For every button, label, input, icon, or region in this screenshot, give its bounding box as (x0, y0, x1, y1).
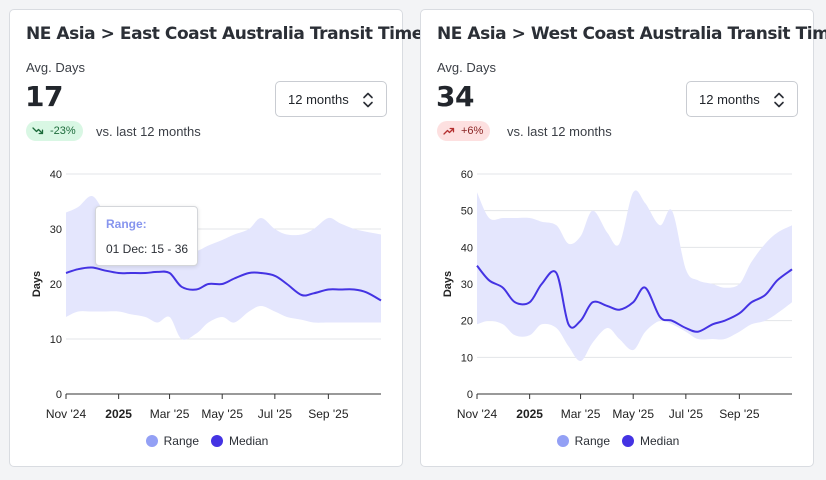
metric-value: 34 (436, 80, 474, 113)
y-tick-label: 10 (461, 352, 473, 364)
y-tick-label: 10 (50, 334, 62, 346)
legend-item-range[interactable]: Range (145, 434, 199, 448)
period-select[interactable]: 12 months (686, 81, 798, 117)
x-tick-label: 2025 (105, 407, 132, 421)
change-badge: -23% (26, 121, 83, 141)
legend-item-median[interactable]: Median (622, 434, 679, 448)
chevron-up-down-icon (363, 92, 373, 108)
legend-range-label: Range (163, 434, 199, 448)
y-tick-label: 30 (461, 279, 473, 291)
x-tick-label: Mar '25 (150, 407, 190, 421)
change-value: +6% (461, 125, 484, 137)
legend-range-swatch (556, 435, 569, 447)
change-value: -23% (50, 125, 76, 137)
y-tick-label: 20 (461, 316, 473, 328)
x-tick-label: Jul '25 (669, 407, 704, 421)
period-select-value: 12 months (288, 92, 349, 107)
x-tick-label: Mar '25 (561, 407, 601, 421)
card-title: NE Asia > West Coast Australia Transit T… (437, 24, 826, 44)
y-axis-label: Days (31, 271, 43, 297)
change-badge: +6% (437, 121, 491, 141)
tooltip-title: Range: (106, 217, 147, 231)
y-tick-label: 0 (56, 389, 62, 401)
x-tick-label: Sep '25 (308, 407, 349, 421)
y-axis-label: Days (442, 271, 454, 297)
y-tick-label: 30 (50, 224, 62, 236)
metric-value: 17 (25, 80, 63, 113)
legend-range-label: Range (574, 434, 610, 448)
y-tick-label: 50 (461, 206, 473, 218)
trend-down-icon (32, 127, 44, 135)
transit-chart: 0 10 20 30 40 50 60 Nov '24 2025 Mar '25 May '25 Ju… (442, 169, 793, 421)
y-tick-label: 40 (50, 169, 62, 181)
x-tick-label: 2025 (516, 407, 543, 421)
x-tick-label: Nov '24 (457, 407, 498, 421)
period-select[interactable]: 12 months (275, 81, 387, 117)
trend-up-icon (443, 127, 455, 135)
chevron-up-down-icon (774, 92, 784, 108)
metric-label: Avg. Days (26, 60, 86, 75)
y-tick-label: 20 (50, 279, 62, 291)
x-tick-label: May '25 (201, 407, 243, 421)
legend-median-swatch (622, 435, 634, 447)
legend-range-swatch (145, 435, 158, 447)
period-select-value: 12 months (699, 92, 760, 107)
chart-tooltip: Range: 01 Dec: 15 - 36 (95, 206, 198, 266)
legend-median-label: Median (640, 434, 680, 448)
range-area[interactable] (477, 190, 792, 362)
east-coast-card: NE Asia > East Coast Australia Transit T… (9, 9, 433, 467)
y-tick-label: 40 (461, 242, 473, 254)
legend-median-label: Median (229, 434, 269, 448)
chart-legend: Range Median (10, 434, 404, 448)
tooltip-body: 01 Dec: 15 - 36 (106, 242, 189, 256)
median-line[interactable] (476, 265, 793, 333)
card-title: NE Asia > East Coast Australia Transit T… (26, 24, 433, 44)
x-tick-label: May '25 (612, 407, 654, 421)
median-line[interactable] (65, 266, 382, 302)
range-area[interactable] (66, 195, 381, 340)
west-coast-card: NE Asia > West Coast Australia Transit T… (420, 9, 826, 467)
legend-item-median[interactable]: Median (211, 434, 268, 448)
chart-legend: Range Median (421, 434, 815, 448)
x-tick-label: Sep '25 (719, 407, 760, 421)
y-tick-label: 0 (467, 389, 473, 401)
x-tick-label: Jul '25 (258, 407, 293, 421)
transit-chart: 0 10 20 30 40 Nov '24 2025 Mar '25 May '25 Jul '2… (31, 169, 382, 421)
comparison-label: vs. last 12 months (507, 124, 612, 139)
x-tick-label: Nov '24 (46, 407, 87, 421)
legend-median-swatch (211, 435, 223, 447)
legend-item-range[interactable]: Range (556, 434, 610, 448)
y-tick-label: 60 (461, 169, 473, 181)
comparison-label: vs. last 12 months (96, 124, 201, 139)
metric-label: Avg. Days (437, 60, 497, 75)
